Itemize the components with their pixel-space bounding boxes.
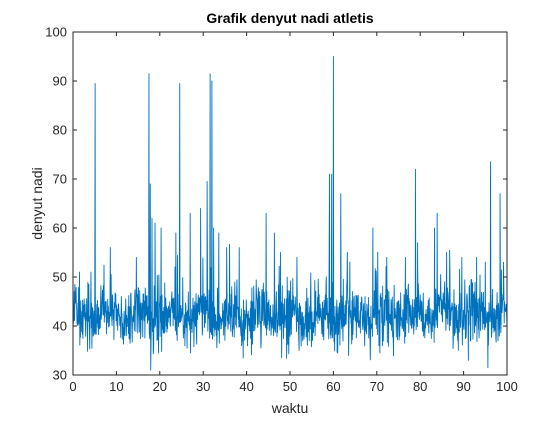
tick-layer: 0 10 20 30 40 50 60 70 80 90 100 30 40 50 60 70 80 90 100 bbox=[45, 25, 518, 395]
y-tick-label: 90 bbox=[53, 74, 67, 89]
y-tick-label: 50 bbox=[53, 270, 67, 285]
y-tick-label: 30 bbox=[53, 368, 67, 383]
x-tick-label: 30 bbox=[196, 379, 210, 394]
chart-title: Grafik denyut nadi atletis bbox=[206, 10, 373, 26]
y-tick-label: 60 bbox=[53, 221, 67, 236]
x-tick-label: 10 bbox=[109, 379, 123, 394]
x-tick-label: 90 bbox=[456, 379, 470, 394]
x-tick-label: 80 bbox=[413, 379, 427, 394]
x-tick-label: 100 bbox=[496, 379, 518, 394]
series-line bbox=[72, 56, 508, 371]
x-tick-label: 20 bbox=[153, 379, 167, 394]
y-tick-label: 100 bbox=[45, 25, 67, 40]
y-tick-label: 40 bbox=[53, 319, 67, 334]
x-tick-label: 70 bbox=[370, 379, 384, 394]
x-axis-label: waktu bbox=[271, 400, 309, 416]
x-tick-label: 40 bbox=[239, 379, 253, 394]
x-tick-label: 0 bbox=[69, 379, 76, 394]
y-axis-label: denyut nadi bbox=[29, 167, 45, 239]
x-tick-label: 60 bbox=[326, 379, 340, 394]
y-tick-label: 80 bbox=[53, 123, 67, 138]
y-tick-label: 70 bbox=[53, 172, 67, 187]
data-layer bbox=[72, 56, 508, 371]
x-tick-label: 50 bbox=[283, 379, 297, 394]
